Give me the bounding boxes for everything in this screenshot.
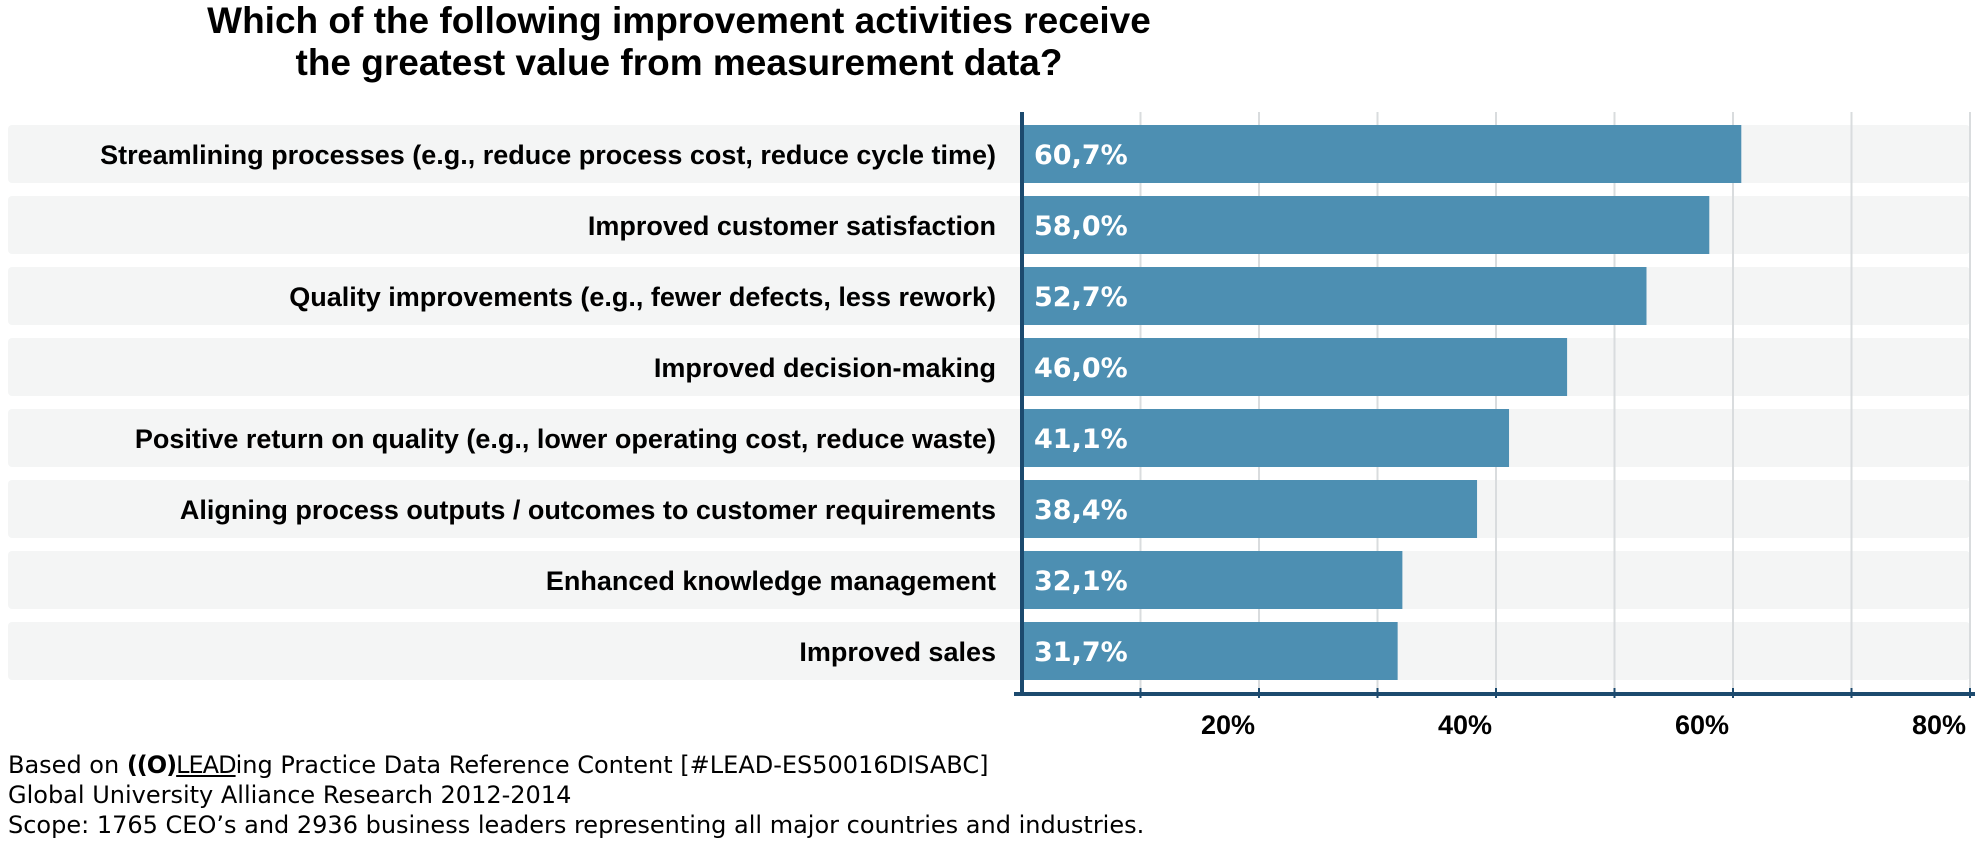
x-tick-label: 20% [1201, 710, 1255, 740]
chart-title-line-2: the greatest value from measurement data… [295, 42, 1063, 83]
footer-line-1: Based on ((O)LEADing Practice Data Refer… [8, 750, 1908, 780]
bar [1022, 338, 1568, 396]
axes [1014, 112, 1975, 698]
lead-logo: ((O)LEAD [126, 751, 237, 779]
bar [1022, 267, 1647, 325]
bar [1022, 196, 1710, 254]
footer-line-2: Global University Alliance Research 2012… [8, 781, 572, 809]
row-band [8, 480, 1970, 538]
category-label: Enhanced knowledge management [546, 566, 996, 596]
bar [1022, 551, 1403, 609]
category-label: Streamlining processes (e.g., reduce pro… [100, 140, 996, 170]
x-tick-label: 60% [1675, 710, 1729, 740]
lead-logo-mark: ((O) [126, 751, 177, 779]
value-label: 38,4% [1034, 495, 1128, 526]
value-label: 32,1% [1034, 566, 1128, 597]
bar [1022, 409, 1510, 467]
value-label: 58,0% [1034, 211, 1128, 242]
value-label: 60,7% [1034, 140, 1128, 171]
bar [1022, 622, 1398, 680]
category-label: Quality improvements (e.g., fewer defect… [289, 282, 996, 312]
value-label: 46,0% [1034, 353, 1128, 384]
row-band [8, 622, 1970, 680]
bar [1022, 125, 1742, 183]
row-band [8, 551, 1970, 609]
x-tick-label: 80% [1912, 710, 1966, 740]
value-label: 31,7% [1034, 637, 1128, 668]
chart-title-line-1: Which of the following improvement activ… [207, 0, 1151, 41]
footer-line-1-suffix: ing Practice Data Reference Content [#LE… [235, 751, 989, 779]
lead-logo-text: LEAD [176, 751, 236, 779]
category-label: Improved decision-making [654, 353, 996, 383]
value-label: 41,1% [1034, 424, 1128, 455]
footer-line-3: Scope: 1765 CEO’s and 2936 business lead… [8, 811, 1145, 839]
category-label: Aligning process outputs / outcomes to c… [180, 495, 996, 525]
chart-title: Which of the following improvement activ… [0, 0, 1983, 96]
x-tick-label: 40% [1438, 710, 1492, 740]
value-label: 52,7% [1034, 282, 1128, 313]
source-footer: Based on ((O)LEADing Practice Data Refer… [8, 750, 1908, 840]
labels: Streamlining processes (e.g., reduce pro… [100, 140, 1966, 740]
bar-chart: Streamlining processes (e.g., reduce pro… [8, 112, 1975, 740]
footer-prefix: Based on [8, 751, 127, 779]
category-label: Positive return on quality (e.g., lower … [135, 424, 996, 454]
category-label: Improved customer satisfaction [588, 211, 996, 241]
bars [1022, 125, 1742, 680]
bar [1022, 480, 1478, 538]
category-label: Improved sales [799, 637, 996, 667]
